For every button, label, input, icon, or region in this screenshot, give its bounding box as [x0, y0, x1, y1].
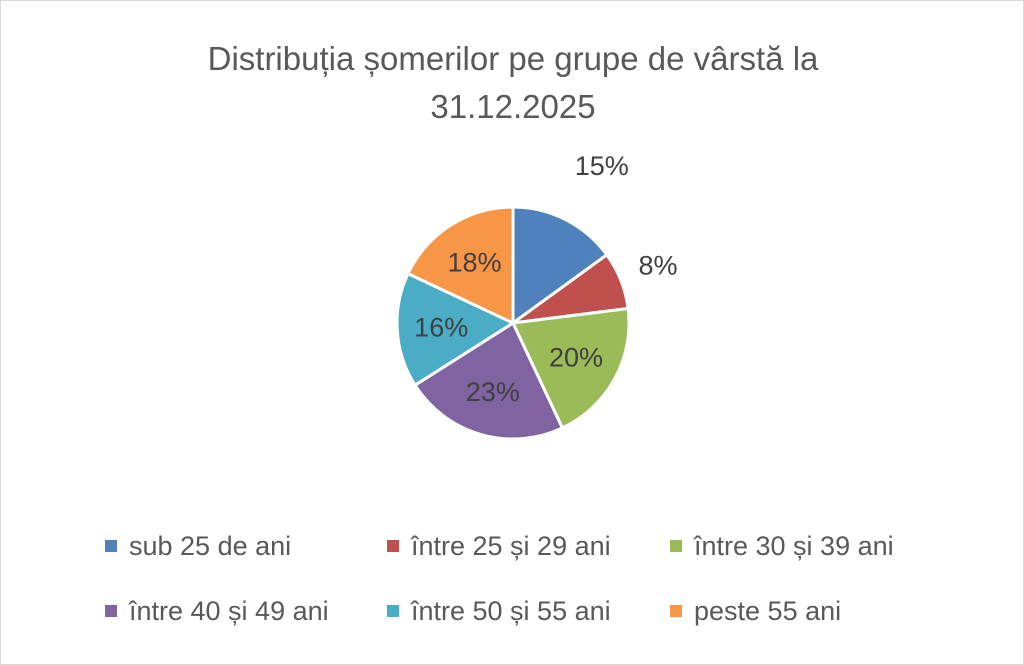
chart-title-line-1: Distribuția șomerilor pe grupe de vârstă…: [207, 40, 819, 77]
data-label-sub-25: 15%: [575, 151, 629, 181]
legend-swatch-50-55: [387, 605, 399, 617]
legend-item-sub-25: sub 25 de ani: [105, 528, 291, 564]
data-label-30-39: 20%: [549, 343, 603, 373]
pie-slice-50-55: [395, 272, 515, 387]
legend-swatch-25-29: [387, 540, 399, 552]
legend-label-peste-55: peste 55 ani: [694, 595, 842, 626]
pie-slice-40-49: [413, 321, 564, 441]
legend-row-2: între 40 și 49 ani între 50 și 55 ani pe…: [1, 593, 1023, 629]
chart-title: Distribuția șomerilor pe grupe de vârstă…: [1, 35, 1023, 131]
data-label-peste-55: 18%: [447, 247, 501, 277]
legend-item-25-29: între 25 și 29 ani: [387, 528, 611, 564]
legend-swatch-40-49: [105, 605, 117, 617]
legend-item-peste-55: peste 55 ani: [670, 593, 841, 629]
legend-label-30-39: între 30 și 39 ani: [694, 530, 894, 561]
pie-slice-sub-25: [511, 205, 609, 325]
legend-item-50-55: între 50 și 55 ani: [387, 593, 611, 629]
legend-swatch-30-39: [670, 540, 682, 552]
legend-label-25-29: între 25 și 29 ani: [411, 530, 611, 561]
data-label-40-49: 23%: [466, 377, 520, 407]
data-label-50-55: 16%: [414, 313, 468, 343]
legend-item-40-49: între 40 și 49 ani: [105, 593, 329, 629]
data-label-25-29: 8%: [638, 251, 677, 281]
legend-label-50-55: între 50 și 55 ani: [411, 595, 611, 626]
pie-slice-30-39: [511, 306, 631, 430]
legend-swatch-peste-55: [670, 605, 682, 617]
legend-row-1: sub 25 de ani între 25 și 29 ani între 3…: [1, 528, 1023, 564]
legend-swatch-sub-25: [105, 540, 117, 552]
legend-label-40-49: între 40 și 49 ani: [129, 595, 329, 626]
legend-label-sub-25: sub 25 de ani: [129, 530, 292, 561]
pie-slice-peste-55: [406, 205, 515, 325]
chart-title-line-2: 31.12.2025: [430, 88, 596, 125]
legend-item-30-39: între 30 și 39 ani: [670, 528, 894, 564]
